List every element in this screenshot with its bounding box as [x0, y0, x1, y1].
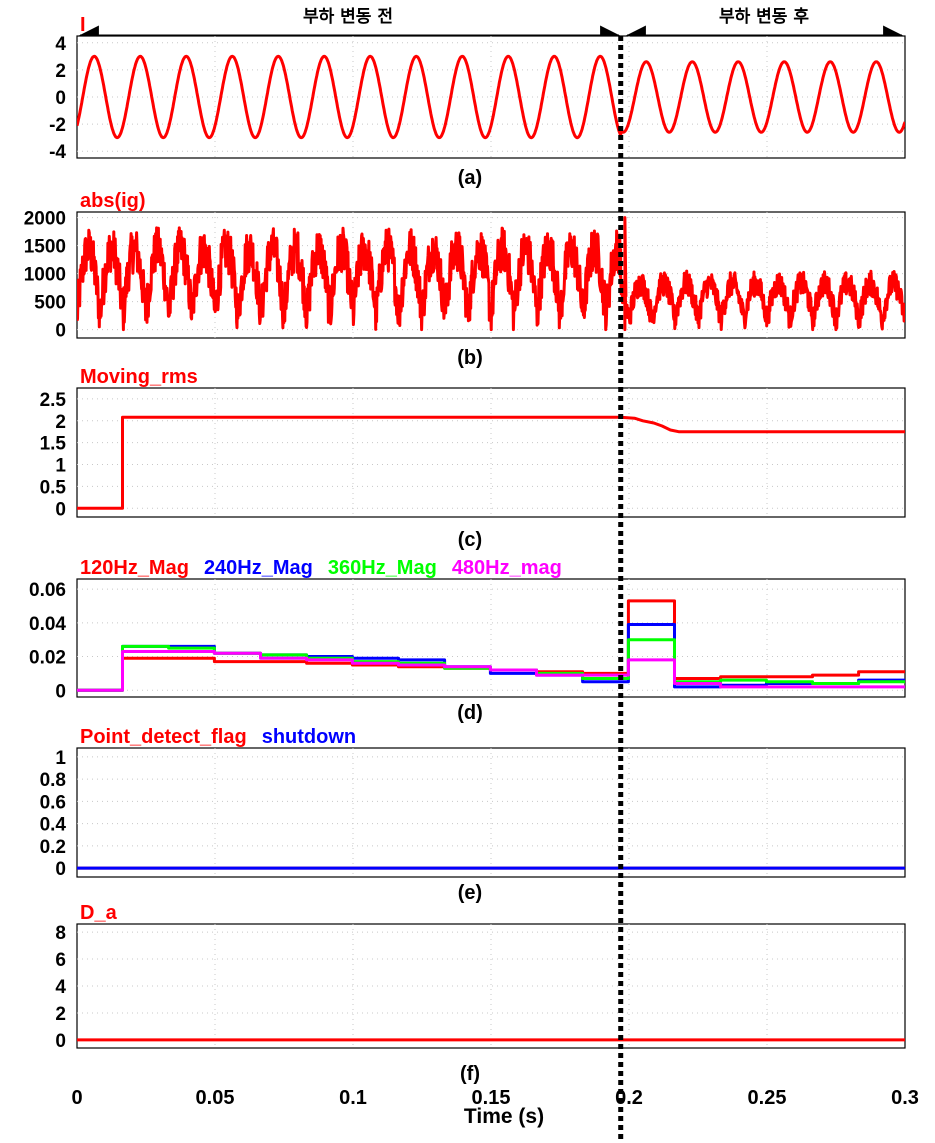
y-tick-label: 0	[55, 859, 66, 880]
panel-f: 8 6 4 2 0 D_a (f)	[55, 902, 906, 1085]
y-tick-label: 8	[55, 923, 66, 944]
y-tick-label: 4	[55, 977, 66, 998]
panel-title: 120Hz_Mag	[80, 557, 189, 579]
y-tick-label: 2.5	[40, 390, 67, 411]
y-tick-label: 0.4	[40, 815, 67, 836]
before-load-change-label: 부하 변동 전	[303, 7, 393, 27]
panel-title: 480Hz_mag	[452, 557, 562, 579]
panel-title: shutdown	[262, 726, 356, 748]
y-tick-label: 0.8	[40, 770, 66, 791]
y-tick-label: 0	[55, 499, 66, 520]
y-tick-label: 0.6	[40, 792, 66, 813]
panel-b: 2000 1500 1000 500 0 abs(ig) (b)	[24, 190, 906, 369]
series-line-a	[77, 54, 905, 140]
y-tick-label: 1500	[24, 237, 66, 258]
series-group	[77, 415, 905, 510]
panel-caption: (e)	[458, 882, 482, 904]
y-tick-label: 0.04	[29, 614, 66, 635]
after-load-change-label: 부하 변동 후	[719, 6, 809, 27]
y-tick-label: 2000	[24, 209, 66, 230]
panel-caption: (c)	[458, 529, 482, 551]
series-group	[77, 599, 905, 692]
panel-e: 10.80.60.40.20 Point_detect_flag shutdown (…	[40, 726, 906, 904]
panel-title: abs(ig)	[80, 190, 146, 212]
y-tick-label: 6	[55, 950, 66, 971]
panel-title: Point_detect_flag	[80, 726, 247, 748]
x-tick-label: 0.1	[339, 1087, 367, 1109]
x-tick-label: 0	[71, 1087, 82, 1109]
y-tick-label: 0	[55, 88, 66, 109]
x-tick-label: 0.25	[748, 1087, 787, 1109]
y-tick-label: -4	[49, 142, 66, 163]
y-tick-label: 0	[55, 321, 66, 342]
x-tick-label: 0.2	[615, 1087, 643, 1109]
y-tick-label: 1000	[24, 265, 66, 286]
load-change-annotation: 부하 변동 전 부하 변동 후	[77, 6, 905, 47]
y-tick-label: 0.02	[29, 648, 66, 669]
panel-title: D_a	[80, 902, 118, 924]
plot-frame	[76, 747, 906, 878]
series-group	[77, 54, 905, 140]
panel-title: Moving_rms	[80, 366, 198, 388]
series-line-c	[77, 415, 905, 510]
plot-frame	[76, 387, 906, 518]
y-tick-label: 4	[55, 34, 66, 55]
x-axis: Time (s) 0 0.05 0.1 0.15 0.2 0.25 0.3	[71, 1087, 918, 1128]
y-tick-label: 2	[55, 412, 66, 433]
y-tick-label: 1	[55, 748, 66, 769]
y-tick-label: 500	[34, 293, 66, 314]
panel-caption: (b)	[457, 347, 483, 369]
y-tick-label: 2	[55, 61, 66, 82]
y-tick-label: 0.5	[40, 477, 67, 498]
y-tick-label: -2	[49, 115, 66, 136]
x-tick-label: 0.15	[472, 1087, 511, 1109]
panel-d: 0.06 0.04 0.02 0 120Hz_Mag 240Hz_Mag 360Hz_Mag…	[29, 557, 906, 724]
y-tick-label: 2	[55, 1004, 66, 1025]
panel-c: 2.521.510.50 Moving_rms (c)	[40, 366, 906, 551]
series-line-b	[77, 216, 905, 332]
panel-title: 360Hz_Mag	[328, 557, 437, 579]
series-group	[77, 216, 905, 332]
x-tick-label: 0.3	[891, 1087, 919, 1109]
panel-caption: (a)	[458, 167, 482, 189]
panel-caption: (d)	[457, 702, 483, 724]
panel-a: 4 2 0 -2 -4 I (a)	[49, 14, 906, 189]
subplots: 420-2-4I(a)2000150010005000abs(ig)(b)2.5…	[24, 14, 906, 1143]
panel-title: I	[80, 14, 86, 36]
x-tick-label: 0.05	[196, 1087, 235, 1109]
panel-title: 240Hz_Mag	[204, 557, 313, 579]
y-tick-label: 0	[55, 681, 66, 702]
panel-caption: (f)	[460, 1063, 480, 1085]
y-tick-label: 1.5	[40, 434, 67, 455]
x-axis-label: Time (s)	[464, 1105, 544, 1128]
y-tick-label: 1	[55, 456, 66, 477]
y-tick-label: 0.2	[40, 837, 66, 858]
y-tick-label: 0.06	[29, 580, 66, 601]
series-line-480Hz_mag	[77, 650, 905, 692]
y-tick-label: 0	[55, 1031, 66, 1052]
